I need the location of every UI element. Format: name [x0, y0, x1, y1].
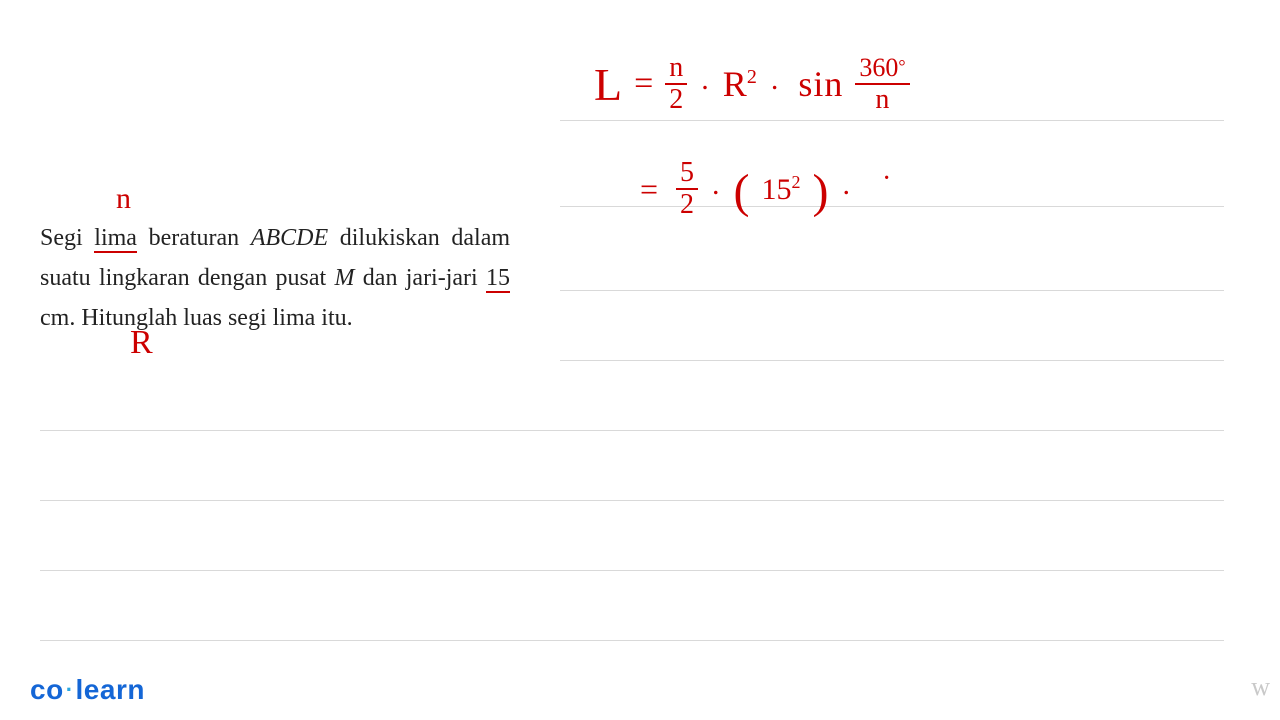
left-paren: (: [734, 164, 750, 219]
denominator: 2: [676, 190, 698, 218]
fraction-n-over-2: n 2: [665, 55, 687, 113]
exponent: 2: [747, 66, 757, 88]
sin-label: sin: [798, 63, 843, 105]
multiply-dot: .: [712, 168, 720, 202]
var-M: M: [334, 265, 354, 291]
colearn-logo: co·learn: [30, 674, 145, 706]
inner-value: 152: [762, 172, 801, 207]
underlined-lima: lima: [94, 225, 137, 253]
text: cm. Hitunglah luas segi lima itu.: [40, 305, 353, 331]
rule-line: [560, 360, 1224, 361]
degree-symbol: °: [898, 56, 905, 76]
fraction-5-over-2: 5 2: [676, 160, 698, 218]
multiply-dot: .: [843, 168, 851, 202]
R-squared: R2: [723, 63, 757, 105]
rule-line: [40, 570, 1224, 571]
rule-line: [40, 500, 1224, 501]
multiply-dot: .: [771, 63, 779, 97]
watermark: w: [1251, 672, 1270, 702]
base: R: [723, 64, 747, 104]
exponent: 2: [792, 172, 801, 192]
equals-sign: =: [640, 171, 658, 208]
underlined-15: 15: [486, 265, 510, 293]
denominator: 2: [665, 85, 687, 113]
fraction-360-over-n: 360° n: [855, 55, 909, 113]
formula-L: L: [594, 58, 622, 111]
numerator: 5: [676, 160, 698, 190]
right-paren: ): [813, 164, 829, 219]
page-root: n R Segi lima beraturan ABCDE dilukiskan…: [0, 0, 1280, 720]
denominator: n: [855, 85, 909, 113]
multiply-dot: .: [701, 63, 709, 97]
text: dan jari-jari: [354, 265, 486, 291]
annotation-n: n: [116, 182, 131, 216]
logo-learn: learn: [76, 674, 145, 705]
paren-15-squared: ( 152 ): [734, 161, 829, 216]
trailing-dot: ·: [882, 163, 891, 194]
text: Segi: [40, 225, 94, 251]
formula-line-2: = 5 2 . ( 152 ) . ·: [640, 160, 891, 230]
numerator: n: [665, 55, 687, 85]
formula-line-1: L = n 2 . R2 . sin 360° n: [594, 55, 910, 125]
logo-co: co: [30, 674, 64, 705]
text: beraturan: [137, 225, 251, 251]
rule-line: [560, 290, 1224, 291]
rule-line: [40, 640, 1224, 641]
equals-sign: =: [634, 65, 653, 103]
var-ABCDE: ABCDE: [251, 225, 328, 251]
num-360: 360: [859, 53, 898, 82]
rule-line: [40, 430, 1224, 431]
problem-text: Segi lima beraturan ABCDE dilukiskan dal…: [40, 218, 510, 338]
numerator: 360°: [855, 55, 909, 85]
base: 15: [762, 173, 792, 206]
logo-dot-icon: ·: [66, 677, 74, 703]
